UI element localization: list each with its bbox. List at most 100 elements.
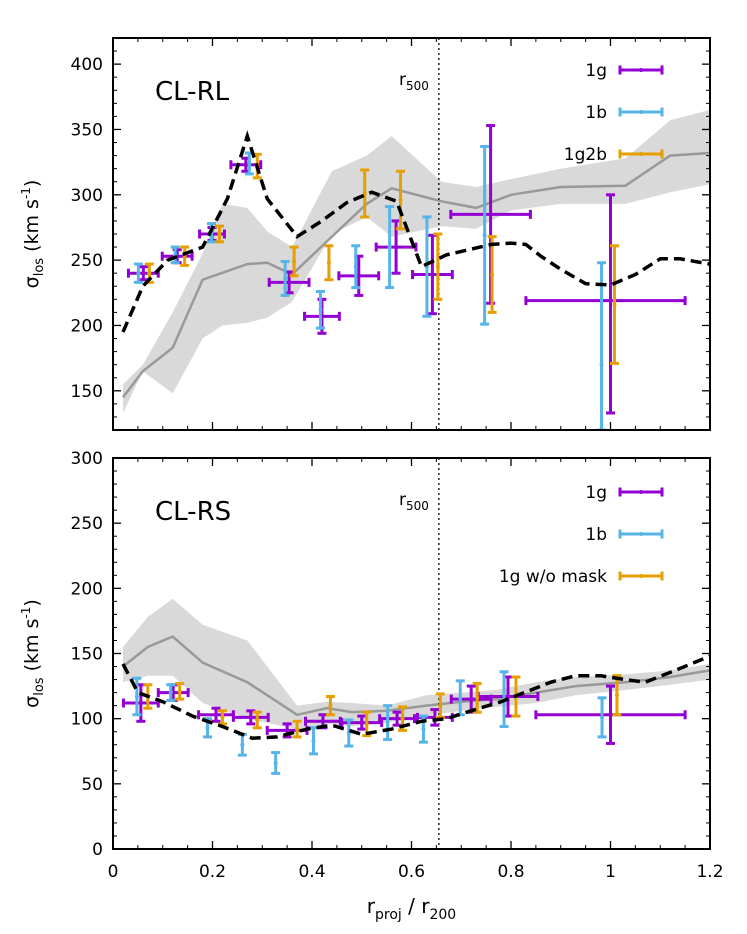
panel-label: CL-RS	[155, 497, 231, 527]
point-marker	[469, 697, 474, 702]
point-marker	[398, 198, 403, 203]
point-marker	[243, 162, 248, 167]
point-marker	[285, 728, 290, 733]
plot-area	[121, 458, 710, 849]
x-tick-label: 1.2	[696, 862, 723, 882]
legend-swatch-marker	[639, 68, 643, 72]
point-marker	[205, 725, 210, 730]
point-marker	[136, 271, 141, 276]
point-marker	[220, 715, 225, 720]
point-marker	[326, 260, 331, 265]
legend-item: 1g2b	[564, 145, 664, 165]
data-point	[378, 710, 416, 727]
data-point	[435, 692, 445, 719]
data-point	[166, 683, 176, 702]
data-point	[433, 232, 443, 301]
data-point	[360, 168, 370, 219]
point-marker	[318, 307, 323, 312]
legend-swatch-marker	[639, 532, 643, 536]
series-1b	[132, 670, 607, 775]
data-point	[487, 235, 497, 314]
data-point	[609, 244, 619, 365]
point-marker	[394, 245, 399, 250]
data-point	[252, 710, 262, 730]
point-marker	[287, 280, 292, 285]
point-marker	[168, 690, 173, 695]
legend-item: 1g	[585, 483, 664, 503]
point-marker	[488, 212, 493, 217]
data-point	[476, 675, 540, 718]
legend-swatch-marker	[639, 574, 643, 578]
data-point	[351, 244, 361, 290]
data-point	[597, 696, 607, 739]
point-marker	[359, 720, 364, 725]
y-tick-label: 300	[71, 449, 103, 469]
data-point	[472, 681, 482, 714]
point-marker	[213, 712, 218, 717]
panel-cl-rl: 150 200 250 300 350 400 σlos (km s-1) CL-RL r500…	[19, 37, 711, 431]
legend-item: 1b	[585, 103, 664, 123]
data-point	[337, 254, 381, 297]
data-point	[267, 270, 311, 295]
point-marker	[147, 271, 152, 276]
legend-item: 1g	[585, 61, 664, 81]
y-tick-label: 50	[81, 775, 103, 795]
data-point	[133, 262, 143, 284]
legend-label: 1g	[585, 61, 607, 81]
data-point	[214, 224, 224, 244]
data-point	[324, 244, 334, 282]
data-point	[280, 259, 290, 297]
legend-item: 1b	[585, 525, 664, 545]
data-point	[480, 144, 490, 326]
y-tick-label: 0	[92, 840, 103, 860]
point-marker	[177, 689, 182, 694]
panel-label: CL-RL	[155, 77, 230, 107]
r500-label: r500	[399, 70, 429, 93]
legend: 1g 1b 1g2b	[564, 61, 664, 165]
legend-swatch-marker	[639, 152, 643, 156]
point-marker	[614, 693, 619, 698]
point-marker	[608, 712, 613, 717]
data-point	[271, 751, 281, 775]
point-marker	[320, 719, 325, 724]
series-1g	[121, 675, 687, 745]
legend-label: 1b	[585, 103, 607, 123]
data-point	[126, 265, 160, 282]
point-marker	[400, 716, 405, 721]
data-point	[612, 674, 622, 717]
y-tick-label: 250	[71, 514, 103, 534]
x-tick-label: 0	[108, 862, 119, 882]
point-marker	[255, 717, 260, 722]
data-point	[292, 719, 302, 739]
data-point	[385, 205, 395, 290]
point-marker	[248, 715, 253, 720]
panel-cl-rs: 0 0.2 0.4 0.6 0.8 1 1.2 0 50 100 150 200 250 300 σlos …	[19, 449, 724, 923]
point-marker	[599, 362, 604, 367]
legend-item: 1g w/o mask	[499, 567, 664, 587]
point-marker	[435, 264, 440, 269]
point-marker	[356, 273, 361, 278]
point-marker	[311, 738, 316, 743]
data-point	[175, 681, 185, 701]
data-point	[597, 261, 607, 430]
data-point	[422, 215, 432, 318]
legend-label: 1g	[585, 483, 607, 503]
legend-swatch-marker	[639, 110, 643, 114]
series-1g	[126, 124, 687, 415]
scatter-band	[123, 598, 710, 730]
y-tick-label: 350	[71, 120, 103, 140]
data-point	[308, 726, 318, 756]
point-marker	[292, 259, 297, 264]
point-marker	[490, 272, 495, 277]
dashed-line	[121, 654, 710, 740]
point-marker	[612, 302, 617, 307]
point-marker	[608, 298, 613, 303]
r500-label: r500	[399, 490, 429, 513]
data-point	[217, 709, 227, 726]
y-tick-label: 250	[71, 251, 103, 271]
dashed-line	[121, 130, 710, 333]
data-point	[132, 676, 142, 717]
point-marker	[328, 703, 333, 708]
point-marker	[283, 276, 288, 281]
